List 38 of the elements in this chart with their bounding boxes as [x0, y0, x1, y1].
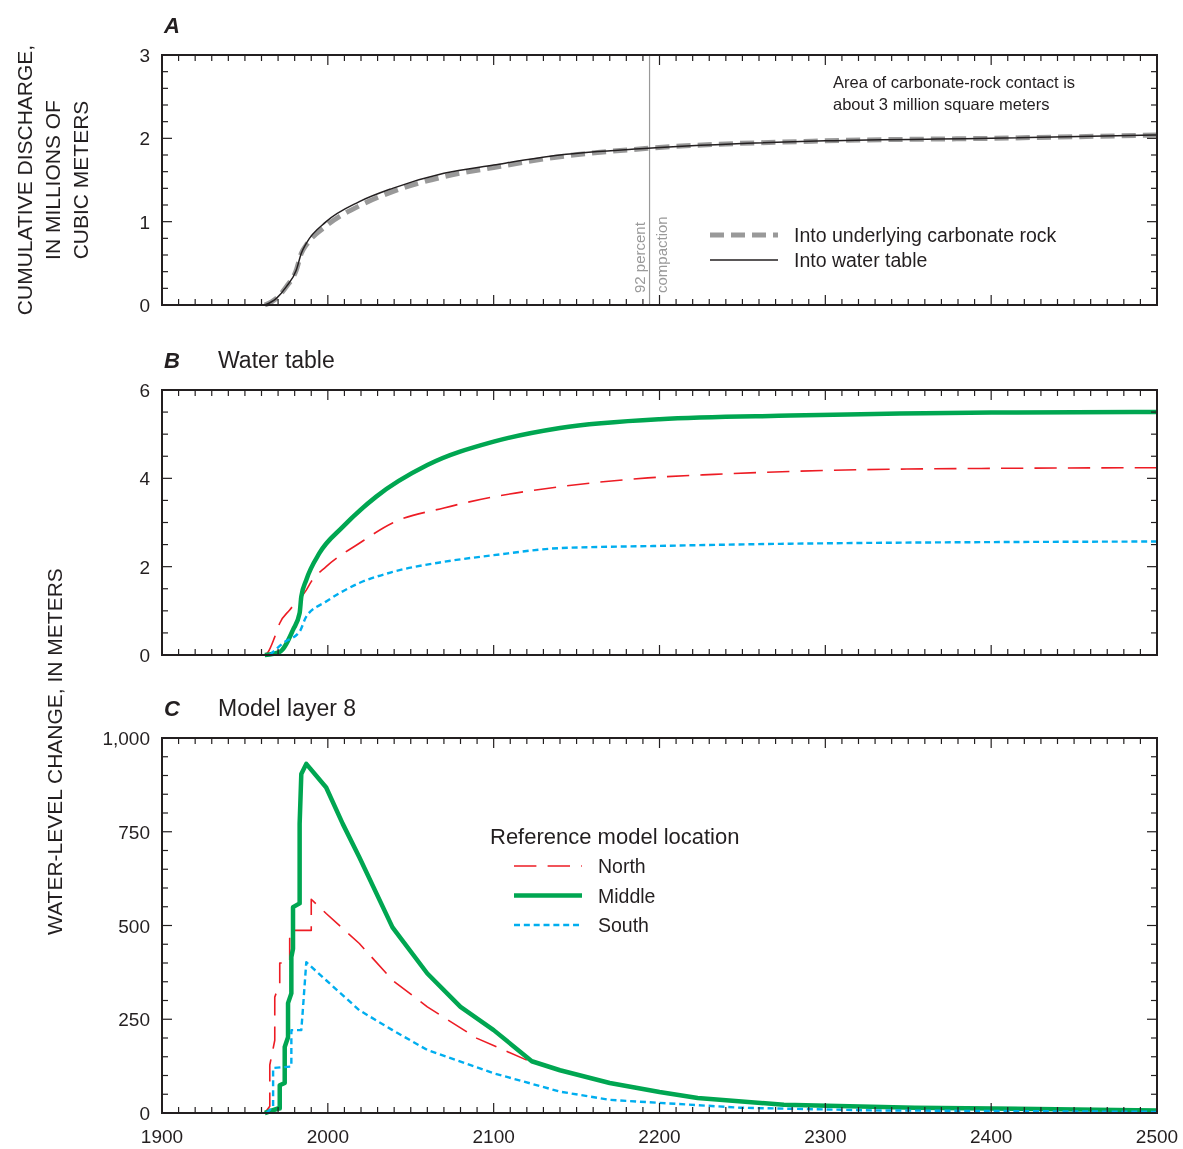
y-tick-label: 4: [139, 468, 151, 490]
y-tick-label: 0: [139, 1103, 150, 1124]
x-tick-label: 2100: [472, 1126, 515, 1147]
line-series: [268, 540, 1159, 657]
y-tick-label: 500: [118, 915, 150, 937]
chart-subtitle: Model layer 8: [218, 695, 357, 721]
legend-label: Middle: [598, 884, 656, 907]
y-tick-label: 6: [139, 380, 150, 401]
chart-title: B: [164, 348, 180, 373]
y-tick-label: 0: [139, 645, 150, 666]
x-tick-label: 2400: [970, 1126, 1013, 1147]
legend-label: South: [598, 914, 649, 936]
y-tick-label: 0: [139, 295, 150, 316]
y-tick-label: 1,000: [102, 728, 150, 749]
chart-title: C: [164, 696, 181, 721]
x-tick-label: 2300: [804, 1126, 847, 1147]
x-tick-label: 2500: [1135, 1126, 1179, 1147]
y-tick-label: 1: [139, 211, 150, 233]
y-axis-title: CUMULATIVE DISCHARGE, IN MILLIONS OF CUBIC METERS: [13, 44, 92, 316]
y-tick-label: 2: [139, 128, 150, 150]
x-tick-label: 2200: [638, 1126, 681, 1147]
ref-line-label: 92 percent compaction: [630, 216, 670, 293]
y-tick-label: 250: [118, 1009, 150, 1031]
y-tick-label: 2: [139, 556, 150, 578]
x-tick-label: 1900: [140, 1126, 184, 1147]
line-series: [264, 466, 1158, 656]
line-series: [265, 961, 1159, 1115]
chart-subtitle: Water table: [218, 347, 335, 373]
legend-label: Into underlying carbonate rock: [794, 224, 1057, 246]
chart-title: A: [163, 13, 180, 38]
x-tick-label: 2000: [306, 1126, 349, 1147]
y-tick-label: 750: [118, 821, 150, 843]
legend-label: Into water table: [794, 249, 928, 271]
legend-title: Reference model location: [490, 824, 740, 849]
legend-label: North: [598, 855, 646, 877]
y-axis-title: WATER-LEVEL CHANGE, IN METERS: [43, 568, 66, 935]
annotation: Area of carbonate-rock contact is about 3 million square meters: [833, 73, 1076, 113]
y-tick-label: 3: [139, 45, 150, 66]
